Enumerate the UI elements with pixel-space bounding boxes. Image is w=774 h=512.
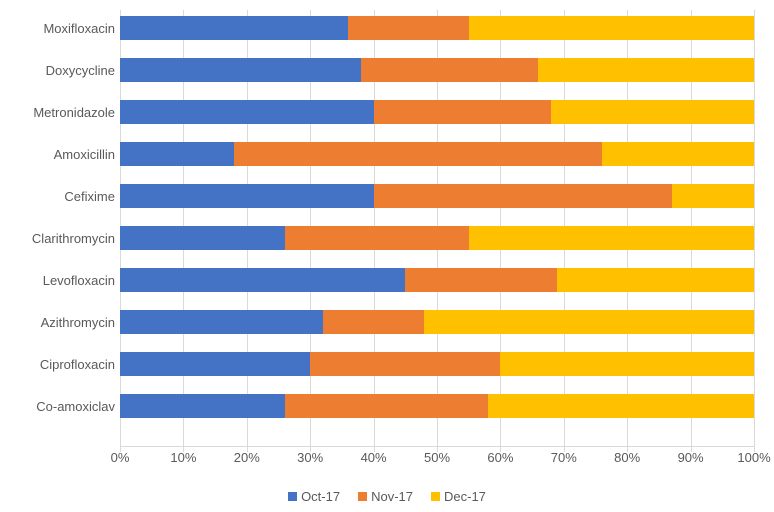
bar-segment	[120, 58, 361, 82]
bar-track	[120, 394, 754, 418]
bar-segment	[672, 184, 754, 208]
plot-area	[120, 10, 754, 447]
y-category-label: Ciprofloxacin	[40, 352, 115, 376]
bar-segment	[120, 310, 323, 334]
bar-segment	[348, 16, 468, 40]
bar-segment	[323, 310, 424, 334]
y-category-label: Cefixime	[64, 184, 115, 208]
bar-row	[120, 310, 754, 334]
bar-track	[120, 16, 754, 40]
y-category-label: Moxifloxacin	[43, 16, 115, 40]
bar-track	[120, 184, 754, 208]
y-category-label: Doxycycline	[46, 58, 115, 82]
bar-track	[120, 226, 754, 250]
y-category-label: Azithromycin	[41, 310, 115, 334]
bar-row	[120, 268, 754, 292]
y-category-label: Levofloxacin	[43, 268, 115, 292]
legend-label: Dec-17	[444, 489, 486, 504]
bar-segment	[500, 352, 754, 376]
x-tick-label: 60%	[487, 450, 513, 465]
bar-segment	[285, 394, 488, 418]
legend-item: Dec-17	[431, 489, 486, 504]
bar-track	[120, 352, 754, 376]
x-tick-label: 30%	[297, 450, 323, 465]
bar-segment	[405, 268, 557, 292]
bar-track	[120, 100, 754, 124]
bar-segment	[120, 394, 285, 418]
bar-segment	[120, 184, 374, 208]
x-tick-label: 40%	[361, 450, 387, 465]
bar-segment	[120, 268, 405, 292]
x-tick-label: 0%	[111, 450, 130, 465]
bar-row	[120, 352, 754, 376]
bar-row	[120, 58, 754, 82]
bar-segment	[310, 352, 500, 376]
bar-track	[120, 58, 754, 82]
bar-segment	[120, 226, 285, 250]
legend-swatch	[358, 492, 367, 501]
bar-track	[120, 142, 754, 166]
bar-row	[120, 142, 754, 166]
chart-container: Moxifloxacin Doxycycline Metronidazole Amox…	[0, 0, 774, 512]
bar-row	[120, 184, 754, 208]
x-tick-label: 50%	[424, 450, 450, 465]
legend: Oct-17 Nov-17 Dec-17	[0, 489, 774, 504]
x-tick-label: 80%	[614, 450, 640, 465]
y-category-label: Co-amoxiclav	[36, 394, 115, 418]
bar-segment	[538, 58, 754, 82]
y-axis-labels: Moxifloxacin Doxycycline Metronidazole Amox…	[0, 10, 115, 447]
bar-segment	[285, 226, 469, 250]
bar-segment	[602, 142, 754, 166]
bar-row	[120, 100, 754, 124]
x-tick-label: 70%	[551, 450, 577, 465]
bar-segment	[374, 184, 672, 208]
legend-swatch	[288, 492, 297, 501]
legend-label: Oct-17	[301, 489, 340, 504]
bar-segment	[120, 142, 234, 166]
bar-track	[120, 310, 754, 334]
bar-segment	[120, 100, 374, 124]
bar-row	[120, 226, 754, 250]
bar-segment	[469, 16, 754, 40]
bar-segment	[120, 352, 310, 376]
bar-segment	[488, 394, 754, 418]
legend-item: Oct-17	[288, 489, 340, 504]
bar-segment	[557, 268, 754, 292]
bar-segment	[551, 100, 754, 124]
y-category-label: Amoxicillin	[54, 142, 115, 166]
x-axis-labels: 0%10%20%30%40%50%60%70%80%90%100%	[120, 450, 754, 470]
bar-segment	[361, 58, 539, 82]
legend-swatch	[431, 492, 440, 501]
bar-segment	[469, 226, 754, 250]
bar-segment	[424, 310, 754, 334]
gridline	[754, 10, 755, 452]
bar-row	[120, 394, 754, 418]
legend-item: Nov-17	[358, 489, 413, 504]
bar-row	[120, 16, 754, 40]
legend-label: Nov-17	[371, 489, 413, 504]
x-tick-label: 10%	[170, 450, 196, 465]
x-tick-label: 90%	[678, 450, 704, 465]
x-tick-label: 20%	[234, 450, 260, 465]
x-axis-line	[120, 446, 754, 447]
bar-track	[120, 268, 754, 292]
bar-segment	[374, 100, 552, 124]
y-category-label: Metronidazole	[33, 100, 115, 124]
bar-segment	[234, 142, 602, 166]
bar-segment	[120, 16, 348, 40]
y-category-label: Clarithromycin	[32, 226, 115, 250]
x-tick-label: 100%	[737, 450, 770, 465]
